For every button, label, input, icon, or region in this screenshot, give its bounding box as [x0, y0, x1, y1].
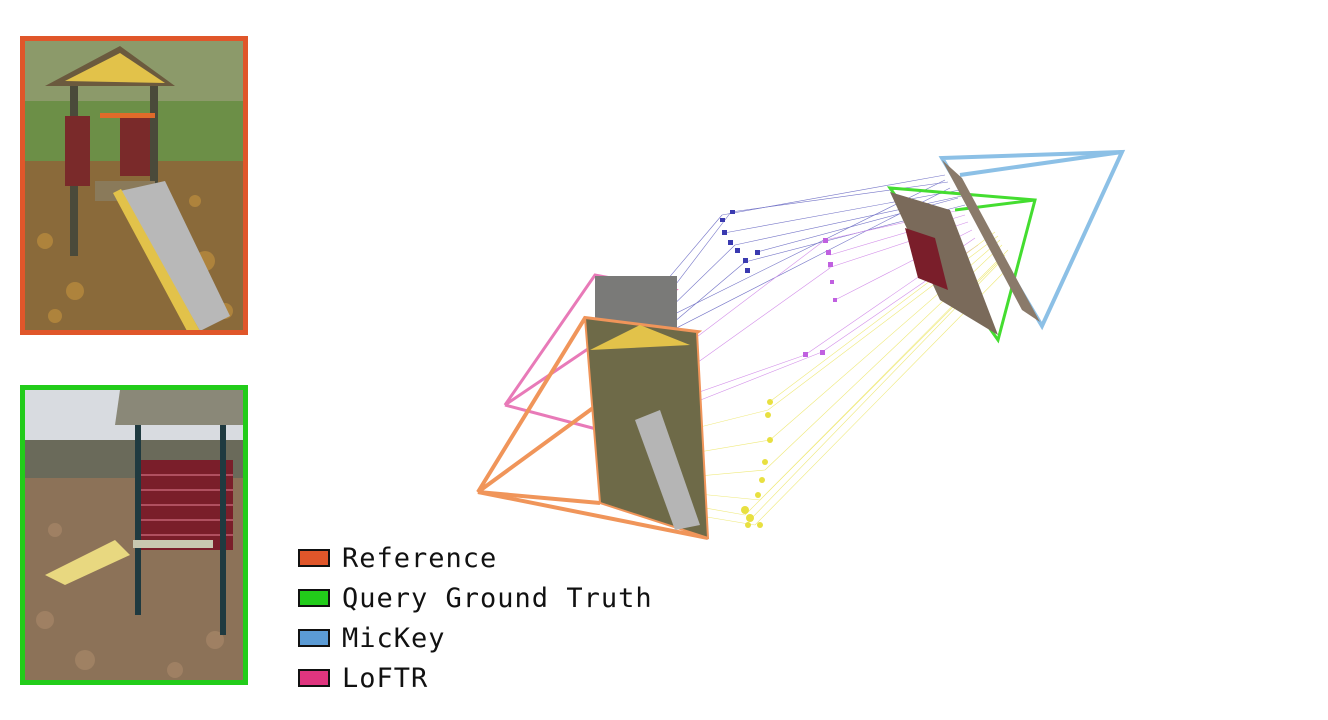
query-image — [20, 385, 248, 685]
legend-label: Reference — [342, 542, 498, 574]
legend-item-mickey: MicKey — [298, 618, 653, 658]
query-gt-image-plane — [890, 192, 998, 335]
mickey-image-plane — [942, 160, 1040, 322]
query-gt-image-plane-panel — [905, 228, 948, 290]
legend-label: Query Ground Truth — [342, 582, 653, 614]
reference-image — [20, 36, 248, 335]
legend-swatch-mickey — [298, 629, 330, 647]
legend-item-loftr: LoFTR — [298, 658, 653, 698]
legend-label: LoFTR — [342, 662, 429, 694]
legend-swatch-query-gt — [298, 589, 330, 607]
reference-image-plane-roof — [590, 325, 690, 350]
legend-swatch-reference — [298, 549, 330, 567]
legend: Reference Query Ground Truth MicKey LoFT… — [298, 538, 653, 698]
legend-swatch-loftr — [298, 669, 330, 687]
query-image-illustration — [25, 390, 243, 680]
reference-image-illustration — [25, 41, 243, 330]
legend-label: MicKey — [342, 622, 446, 654]
legend-item-reference: Reference — [298, 538, 653, 578]
keypoints — [720, 210, 837, 528]
legend-item-query-gt: Query Ground Truth — [298, 578, 653, 618]
reference-image-plane-slide — [635, 410, 700, 530]
